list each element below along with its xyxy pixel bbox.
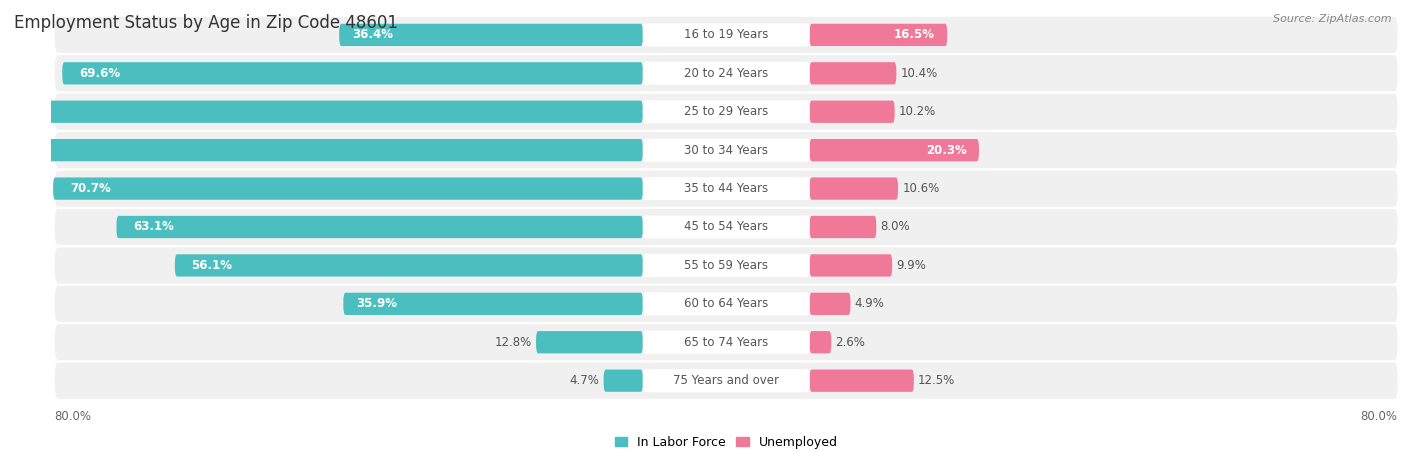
Text: 12.8%: 12.8% — [495, 336, 531, 349]
Text: 10.4%: 10.4% — [900, 67, 938, 80]
Text: 45 to 54 Years: 45 to 54 Years — [685, 221, 768, 234]
FancyBboxPatch shape — [810, 369, 914, 392]
Text: 70.7%: 70.7% — [70, 182, 111, 195]
FancyBboxPatch shape — [810, 254, 893, 276]
FancyBboxPatch shape — [117, 216, 643, 238]
FancyBboxPatch shape — [55, 324, 1398, 360]
FancyBboxPatch shape — [643, 292, 810, 315]
Text: 16 to 19 Years: 16 to 19 Years — [683, 28, 769, 41]
FancyBboxPatch shape — [55, 247, 1398, 284]
FancyBboxPatch shape — [643, 254, 810, 277]
Text: 25 to 29 Years: 25 to 29 Years — [685, 105, 768, 118]
FancyBboxPatch shape — [536, 331, 643, 354]
Text: 10.2%: 10.2% — [898, 105, 936, 118]
FancyBboxPatch shape — [643, 216, 810, 239]
Text: 8.0%: 8.0% — [880, 221, 910, 234]
FancyBboxPatch shape — [810, 293, 851, 315]
FancyBboxPatch shape — [62, 62, 643, 84]
Text: Employment Status by Age in Zip Code 48601: Employment Status by Age in Zip Code 486… — [14, 14, 398, 32]
Text: 20.3%: 20.3% — [925, 144, 966, 156]
Text: 55 to 59 Years: 55 to 59 Years — [685, 259, 768, 272]
Text: 16.5%: 16.5% — [894, 28, 935, 41]
FancyBboxPatch shape — [55, 132, 1398, 168]
FancyBboxPatch shape — [55, 209, 1398, 245]
FancyBboxPatch shape — [643, 100, 810, 123]
Text: 75 Years and over: 75 Years and over — [673, 374, 779, 387]
Text: 30 to 34 Years: 30 to 34 Years — [685, 144, 768, 156]
FancyBboxPatch shape — [643, 177, 810, 200]
FancyBboxPatch shape — [55, 55, 1398, 92]
Text: 80.0%: 80.0% — [1361, 410, 1398, 423]
FancyBboxPatch shape — [53, 177, 643, 200]
FancyBboxPatch shape — [0, 139, 643, 161]
FancyBboxPatch shape — [810, 62, 897, 84]
Text: 12.5%: 12.5% — [918, 374, 955, 387]
FancyBboxPatch shape — [55, 170, 1398, 207]
Text: 2.6%: 2.6% — [835, 336, 865, 349]
Text: 10.6%: 10.6% — [903, 182, 939, 195]
FancyBboxPatch shape — [603, 369, 643, 392]
Text: 4.7%: 4.7% — [569, 374, 599, 387]
Text: 80.0%: 80.0% — [55, 410, 91, 423]
Text: 4.9%: 4.9% — [855, 297, 884, 310]
Text: 35 to 44 Years: 35 to 44 Years — [685, 182, 768, 195]
FancyBboxPatch shape — [339, 24, 643, 46]
FancyBboxPatch shape — [643, 331, 810, 354]
FancyBboxPatch shape — [343, 293, 643, 315]
FancyBboxPatch shape — [643, 138, 810, 162]
Text: 63.1%: 63.1% — [134, 221, 174, 234]
FancyBboxPatch shape — [810, 101, 894, 123]
Text: 9.9%: 9.9% — [897, 259, 927, 272]
Text: 60 to 64 Years: 60 to 64 Years — [685, 297, 768, 310]
FancyBboxPatch shape — [810, 139, 979, 161]
Text: 35.9%: 35.9% — [356, 297, 396, 310]
FancyBboxPatch shape — [174, 254, 643, 276]
FancyBboxPatch shape — [55, 94, 1398, 130]
FancyBboxPatch shape — [810, 24, 948, 46]
Text: 79.9%: 79.9% — [0, 144, 34, 156]
FancyBboxPatch shape — [55, 17, 1398, 53]
FancyBboxPatch shape — [643, 369, 810, 392]
Text: 78.1%: 78.1% — [8, 105, 49, 118]
FancyBboxPatch shape — [643, 23, 810, 46]
FancyBboxPatch shape — [810, 216, 876, 238]
Text: Source: ZipAtlas.com: Source: ZipAtlas.com — [1274, 14, 1392, 23]
FancyBboxPatch shape — [810, 331, 831, 354]
Text: 20 to 24 Years: 20 to 24 Years — [685, 67, 768, 80]
Text: 65 to 74 Years: 65 to 74 Years — [685, 336, 768, 349]
FancyBboxPatch shape — [643, 62, 810, 85]
Text: 36.4%: 36.4% — [352, 28, 392, 41]
Text: 69.6%: 69.6% — [79, 67, 120, 80]
FancyBboxPatch shape — [810, 177, 898, 200]
FancyBboxPatch shape — [0, 101, 643, 123]
Legend: In Labor Force, Unemployed: In Labor Force, Unemployed — [610, 431, 842, 451]
FancyBboxPatch shape — [55, 286, 1398, 322]
Text: 56.1%: 56.1% — [191, 259, 232, 272]
FancyBboxPatch shape — [55, 363, 1398, 399]
